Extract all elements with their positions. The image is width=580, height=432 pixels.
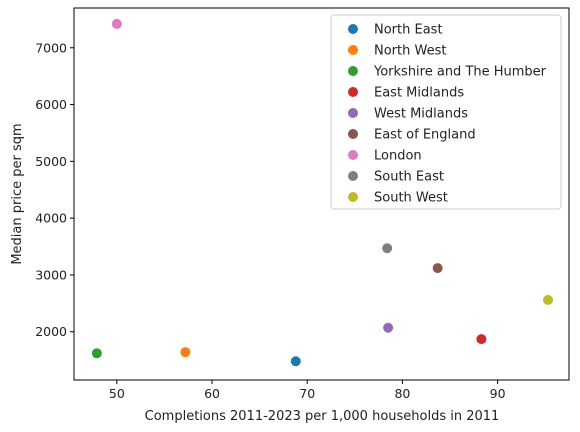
legend-marker [348, 171, 358, 181]
x-tick-label: 60 [204, 386, 220, 401]
data-point [111, 18, 122, 29]
legend-label: South East [374, 170, 444, 185]
data-point [180, 347, 191, 358]
plot-area-frame [73, 7, 570, 381]
y-axis-label: Median price per sqm [10, 123, 25, 264]
y-tick-label: 7000 [35, 40, 67, 55]
data-point [476, 334, 487, 345]
y-tick-label: 4000 [35, 211, 67, 226]
legend-label: North East [374, 23, 443, 38]
legend-marker [348, 87, 358, 97]
x-tick-label: 80 [394, 386, 410, 401]
legend-marker [348, 66, 358, 76]
y-tick-label: 5000 [35, 154, 67, 169]
y-tick-label: 2000 [35, 324, 67, 339]
legend-marker [348, 24, 358, 34]
legend-marker [348, 150, 358, 160]
legend-label: West Midlands [374, 107, 468, 122]
legend-label: North West [374, 44, 446, 59]
legend-marker [348, 192, 358, 202]
legend-marker [348, 45, 358, 55]
legend-label: East Midlands [374, 86, 464, 101]
data-point [543, 294, 554, 305]
data-points [91, 18, 554, 367]
legend-marker [348, 129, 358, 139]
data-point [91, 348, 102, 359]
legend-label: South West [374, 191, 448, 206]
legend-label: London [374, 149, 422, 164]
legend: North East North West Yorkshire and The Hu… [330, 14, 562, 210]
x-tick-label: 70 [299, 386, 315, 401]
legend-label: Yorkshire and The Humber [373, 65, 547, 80]
data-point [432, 263, 443, 274]
x-tick-label: 90 [490, 386, 506, 401]
legend-box [330, 14, 562, 210]
x-tick-label: 50 [109, 386, 125, 401]
x-axis-label: Completions 2011-2023 per 1,000 househol… [145, 409, 500, 424]
y-axis-ticks: 2000 3000 4000 5000 6000 7000 [35, 40, 74, 339]
legend-marker [348, 108, 358, 118]
legend-label: East of England [374, 128, 476, 143]
data-point [382, 243, 393, 254]
y-tick-label: 3000 [35, 267, 67, 282]
data-point [290, 356, 301, 367]
y-tick-label: 6000 [35, 97, 67, 112]
x-axis-ticks: 50 60 70 80 90 [109, 380, 506, 401]
data-point [383, 322, 394, 333]
